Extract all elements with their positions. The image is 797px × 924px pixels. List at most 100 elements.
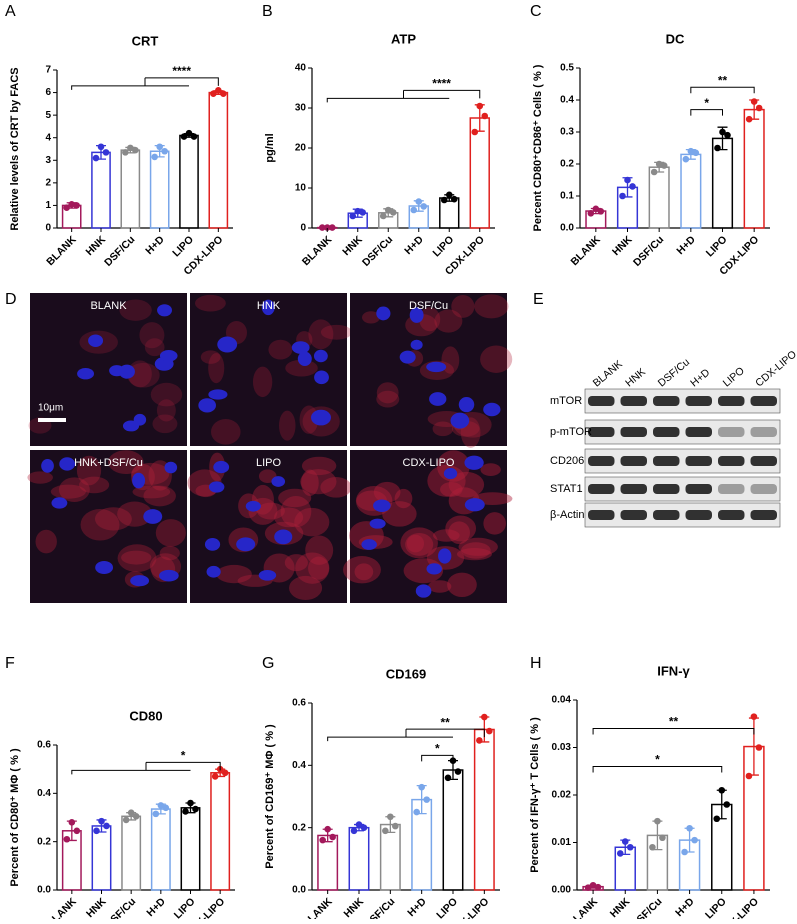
data-point — [319, 836, 326, 844]
nucleus — [458, 397, 475, 413]
nucleus — [410, 339, 423, 350]
y-tick-label: 0.00 — [552, 885, 572, 896]
nucleus — [415, 584, 432, 598]
nucleus — [261, 299, 275, 316]
cell-stain — [448, 521, 470, 545]
y-tick-label: 0.4 — [37, 788, 51, 799]
data-point — [440, 196, 448, 204]
data-point — [387, 813, 394, 821]
data-point — [93, 827, 100, 835]
nucleus — [95, 560, 114, 575]
data-point — [619, 192, 626, 200]
data-point — [454, 768, 462, 775]
data-point — [723, 801, 731, 808]
blot-band — [685, 456, 712, 466]
cell-stain — [300, 469, 337, 495]
data-point — [98, 817, 105, 825]
micrograph-label: DSF/Cu — [409, 300, 448, 312]
bar — [743, 108, 765, 229]
y-tick-label: 10 — [295, 183, 307, 194]
cell-stain — [434, 309, 463, 333]
cell-stain — [119, 299, 152, 321]
lane-label: CDX-LIPO — [753, 348, 797, 389]
bar — [473, 728, 495, 891]
cell-stain — [301, 456, 337, 476]
nucleus — [464, 455, 484, 470]
nucleus — [313, 349, 328, 363]
significance: * — [435, 742, 440, 756]
blot-band — [620, 396, 647, 406]
data-point — [755, 744, 763, 751]
data-point — [415, 198, 423, 205]
data-point — [476, 102, 484, 110]
cell-stain — [295, 552, 330, 584]
y-axis-label: Percent of CD169⁺ MΦ ( % ) — [264, 724, 276, 869]
cell-stain — [419, 307, 441, 332]
data-point — [621, 838, 629, 845]
data-point — [755, 104, 763, 112]
data-point — [410, 206, 418, 214]
cell-stain — [279, 410, 296, 441]
cell-stain — [440, 482, 463, 497]
cell-stain — [394, 488, 413, 509]
blot-strip — [584, 388, 781, 414]
cell-stain — [447, 572, 477, 598]
x-tick-label: H+D — [674, 233, 698, 257]
blot-band — [685, 484, 712, 494]
bar — [379, 823, 401, 891]
micrograph-label: HNK+DSF/Cu — [74, 457, 143, 469]
panel-label: E — [533, 291, 544, 308]
y-tick-label: 4 — [45, 132, 51, 143]
y-tick-label: 0.02 — [552, 790, 572, 801]
nucleus — [438, 548, 452, 564]
cell-stain — [152, 414, 178, 434]
cell-stain — [305, 535, 334, 565]
scale-bar-label: 10μm — [38, 403, 63, 414]
data-point — [359, 209, 367, 216]
cell-stain — [448, 471, 485, 498]
cell-stain — [320, 477, 352, 498]
data-point — [718, 786, 726, 794]
data-point — [132, 146, 139, 154]
data-point — [211, 773, 219, 780]
bar — [91, 151, 111, 229]
cell-stain — [117, 501, 153, 527]
blot-band — [718, 510, 745, 520]
bar — [317, 834, 339, 891]
blot-band — [588, 510, 615, 520]
bracket — [592, 766, 723, 773]
nucleus — [376, 306, 391, 321]
x-tick-label: HNK — [84, 895, 109, 919]
blot-band — [620, 456, 647, 466]
data-point — [354, 207, 362, 215]
blot-band — [750, 456, 777, 466]
blot-band — [588, 456, 615, 466]
x-tick-label: H+D — [405, 895, 429, 919]
data-point — [418, 783, 425, 791]
nucleus — [143, 509, 163, 524]
panel-label: F — [5, 655, 15, 672]
data-point — [190, 133, 198, 140]
data-point — [157, 802, 165, 809]
data-point — [132, 812, 140, 820]
cell-stain — [361, 311, 381, 324]
y-tick-label: 0.2 — [37, 836, 51, 847]
cell-stain — [343, 556, 381, 584]
blot-band — [653, 510, 680, 520]
bracket — [71, 77, 219, 90]
bracket — [71, 761, 221, 775]
nucleus — [159, 350, 178, 362]
x-tick-label: H+D — [143, 233, 167, 257]
bar — [711, 137, 734, 229]
y-tick-label: 0.6 — [292, 698, 306, 709]
blot-band — [718, 484, 745, 494]
blot-band — [750, 510, 777, 520]
data-point — [185, 129, 193, 137]
y-tick-label: 0.3 — [560, 127, 574, 138]
data-point — [187, 799, 194, 807]
nucleus — [409, 307, 424, 323]
nucleus — [159, 569, 179, 582]
cell-stain — [294, 507, 330, 537]
data-point — [389, 209, 397, 216]
cell-stain — [268, 339, 293, 360]
